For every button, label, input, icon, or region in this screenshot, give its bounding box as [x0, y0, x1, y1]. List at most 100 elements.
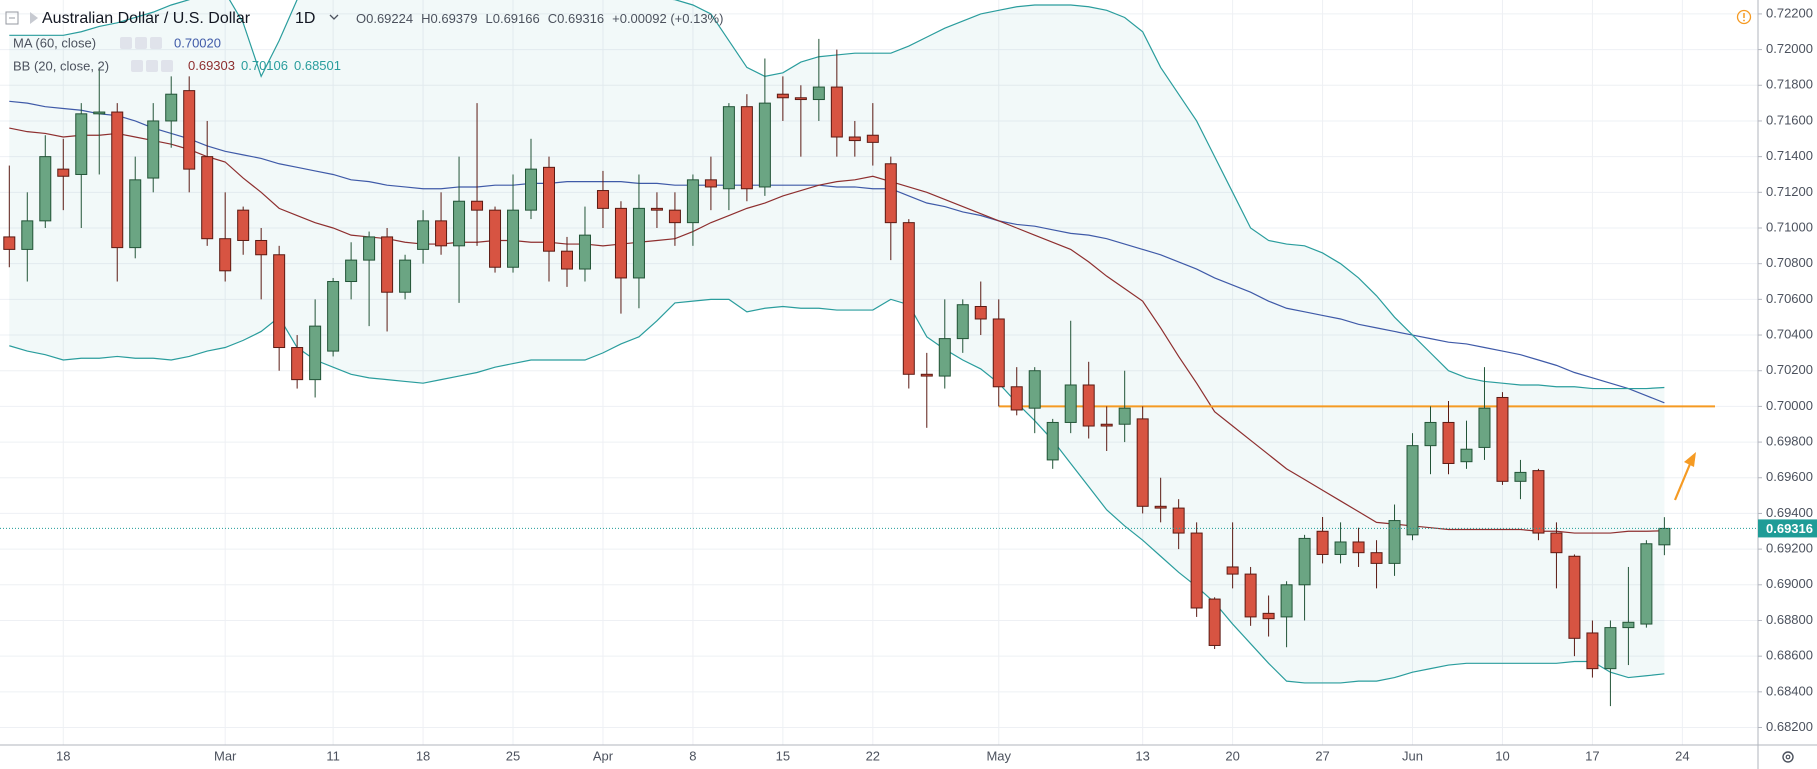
- candle-body: [1262, 612, 1275, 620]
- candle-body: [327, 281, 340, 352]
- icon[interactable]: [120, 37, 132, 49]
- candle-body: [650, 207, 663, 211]
- icon[interactable]: [150, 37, 162, 49]
- settings-icon[interactable]: [1782, 751, 1794, 763]
- candle-body: [920, 373, 933, 377]
- candle-body: [1298, 537, 1311, 586]
- candle-body: [1208, 598, 1221, 646]
- y-tick-label: 0.69400: [1766, 505, 1813, 520]
- candle-body: [75, 113, 88, 175]
- candle-body: [309, 325, 322, 381]
- x-tick-label: 11: [326, 748, 340, 763]
- candle-body: [489, 209, 502, 268]
- candle-body: [1118, 407, 1131, 425]
- candle-body: [1640, 543, 1653, 625]
- candle-body: [1460, 448, 1473, 463]
- open-value: O0.69224: [356, 11, 413, 26]
- bb-icons[interactable]: [131, 60, 173, 72]
- candle-body: [453, 200, 466, 247]
- x-tick-label: 13: [1135, 748, 1149, 763]
- bb-upper-value: 0.70106: [241, 58, 288, 73]
- symbol-title: Australian Dollar / U.S. Dollar: [42, 10, 251, 27]
- y-tick-label: 0.70200: [1766, 362, 1813, 377]
- close-value: C0.69316: [548, 11, 604, 26]
- candle-body: [363, 236, 376, 261]
- candle-body: [1046, 421, 1059, 461]
- candle-body: [1010, 386, 1023, 411]
- ma-icons[interactable]: [120, 37, 162, 49]
- candle-body: [1190, 532, 1203, 609]
- x-tick-label: 15: [776, 748, 790, 763]
- y-tick-label: 0.70400: [1766, 326, 1813, 341]
- y-tick-label: 0.71400: [1766, 148, 1813, 163]
- candle-body: [3, 236, 16, 250]
- x-tick-label: 27: [1315, 748, 1329, 763]
- candle-body: [758, 102, 771, 188]
- candle-body: [1442, 421, 1455, 464]
- legend-header: Australian Dollar / U.S. Dollar 1D O0.69…: [5, 10, 723, 73]
- symbol-flag: [30, 12, 38, 24]
- candle-body: [1388, 520, 1401, 564]
- candle-body: [1568, 555, 1581, 639]
- gear: [1782, 751, 1794, 763]
- candle-body: [507, 209, 520, 268]
- candle-body: [39, 156, 52, 222]
- icon[interactable]: [146, 60, 158, 72]
- bollinger-fill: [9, 0, 1665, 683]
- candle-body: [884, 163, 897, 224]
- y-tick-label: 0.71800: [1766, 77, 1813, 92]
- y-tick-label: 0.68200: [1766, 719, 1813, 734]
- indicator-line: [9, 100, 1665, 404]
- y-tick-label: 0.70800: [1766, 255, 1813, 270]
- warning-icon[interactable]: [1736, 9, 1752, 25]
- candle-body: [1280, 584, 1293, 618]
- candle-body: [273, 254, 286, 349]
- y-tick-label: 0.68400: [1766, 683, 1813, 698]
- y-tick-label: 0.68800: [1766, 612, 1813, 627]
- candle-body: [1424, 421, 1437, 447]
- bb-lower-value: 0.68501: [294, 58, 341, 73]
- y-tick-label: 0.72000: [1766, 41, 1813, 56]
- icon[interactable]: [161, 60, 173, 72]
- candle-body: [740, 106, 753, 190]
- candle-body: [111, 111, 124, 249]
- candle-body: [992, 318, 1005, 388]
- y-tick-label: 0.69600: [1766, 469, 1813, 484]
- candle-body: [1370, 552, 1383, 564]
- x-tick-label: Apr: [593, 748, 614, 763]
- candle-body: [201, 156, 214, 240]
- candle-body: [1172, 507, 1185, 534]
- gear-hub: [1785, 754, 1791, 760]
- candle-body: [381, 236, 394, 293]
- candle-body: [722, 106, 735, 190]
- change-value: +0.00092 (+0.13%): [612, 11, 723, 26]
- candle-body: [956, 304, 969, 340]
- candle-body: [399, 259, 412, 293]
- icon[interactable]: [131, 60, 143, 72]
- candle-body: [1136, 418, 1149, 507]
- interval-caret[interactable]: [329, 14, 339, 20]
- candle-body: [93, 111, 106, 115]
- x-tick-label: 24: [1675, 748, 1689, 763]
- candle-body: [812, 86, 825, 101]
- high-value: H0.69379: [421, 11, 477, 26]
- collapse-icon[interactable]: [5, 11, 19, 25]
- candle-body: [1550, 532, 1563, 554]
- y-tick-label: 0.71600: [1766, 112, 1813, 127]
- candle-body: [614, 207, 627, 279]
- candle-body: [1532, 470, 1545, 534]
- candle-body: [560, 250, 573, 270]
- candle-body: [255, 239, 268, 256]
- candle-body: [525, 168, 538, 211]
- candle-body: [1352, 541, 1365, 554]
- candle-body: [291, 347, 304, 381]
- candle-body: [345, 259, 358, 283]
- candle-body: [165, 93, 178, 122]
- y-tick-label: 0.70000: [1766, 398, 1813, 413]
- x-tick-label: 17: [1585, 748, 1599, 763]
- bb-name: BB (20, close, 2): [13, 58, 109, 73]
- y-tick-label: 0.68600: [1766, 648, 1813, 663]
- ohlc-values: O0.69224 H0.69379 L0.69166 C0.69316 +0.00092…: [356, 11, 723, 26]
- candle-body: [435, 220, 448, 247]
- icon[interactable]: [135, 37, 147, 49]
